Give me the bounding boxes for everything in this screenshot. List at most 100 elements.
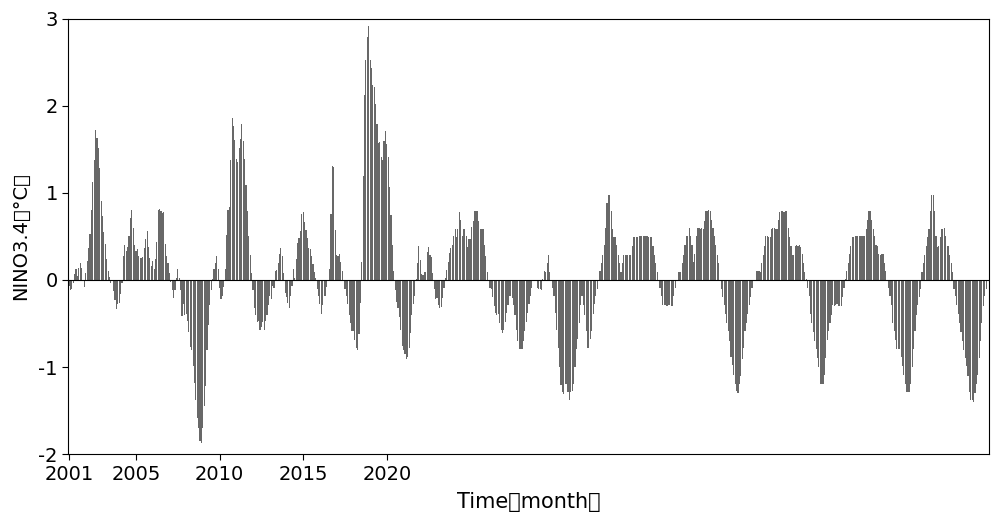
Bar [632,246,633,280]
Bar [673,280,674,297]
Bar [974,280,976,393]
Bar [834,280,835,306]
Bar [749,280,750,305]
Bar [547,264,548,280]
Bar [354,280,355,340]
Bar [797,246,799,280]
Bar [542,279,543,280]
Bar [467,247,468,280]
Bar [905,280,906,383]
Bar [866,229,867,280]
Bar [103,232,104,280]
Bar [778,220,779,280]
Bar [898,280,899,349]
Bar [92,183,93,280]
Bar [845,279,846,280]
Bar [388,157,389,280]
Bar [625,255,626,280]
Bar [466,235,467,280]
Bar [602,255,603,280]
Bar [418,246,419,280]
Bar [186,280,187,314]
Bar [520,280,521,349]
Bar [502,280,503,333]
Bar [233,126,234,280]
Bar [894,280,895,331]
Bar [448,262,449,280]
Bar [336,255,337,280]
Bar [449,253,450,280]
Bar [480,230,481,280]
Bar [786,211,787,280]
Bar [712,228,714,280]
Bar [181,280,183,316]
Bar [358,280,360,334]
Bar [591,280,592,331]
Bar [112,280,113,281]
Bar [788,228,789,280]
Bar [257,280,258,322]
Bar [95,130,96,280]
Bar [160,211,162,280]
Bar [616,245,617,280]
Bar [290,280,291,297]
Bar [789,237,790,280]
Bar [772,228,773,280]
Bar [704,221,705,280]
Bar [962,280,963,341]
Bar [230,160,231,280]
Bar [347,280,348,304]
Bar [959,280,960,324]
Bar [342,271,343,280]
Bar [917,280,918,305]
Bar [360,280,361,303]
Bar [693,262,694,280]
Bar [969,280,970,392]
Bar [963,280,964,349]
Bar [718,264,719,280]
Bar [615,237,616,280]
Bar [838,280,839,306]
Bar [119,280,120,303]
Bar [744,280,746,331]
Bar [477,211,478,280]
Bar [622,263,623,280]
Bar [487,272,488,280]
Bar [799,245,800,280]
Bar [722,280,723,298]
Bar [570,280,571,392]
Bar [134,245,135,280]
Bar [261,280,262,327]
Bar [761,264,762,280]
Bar [133,228,134,280]
Bar [427,252,428,280]
Bar [165,244,166,280]
Bar [291,280,293,286]
Bar [503,280,504,331]
Bar [201,280,202,443]
Bar [158,210,159,280]
Bar [202,280,203,428]
Bar [697,228,698,280]
Bar [183,280,184,304]
Bar [498,280,499,314]
Bar [736,280,737,391]
Bar [392,245,393,280]
Bar [179,278,180,280]
Bar [877,246,878,280]
Bar [952,272,953,280]
Bar [601,263,602,280]
Bar [648,237,649,280]
Bar [882,254,884,280]
Bar [804,272,805,280]
Bar [593,280,594,314]
Bar [771,229,772,280]
Bar [710,211,711,280]
Bar [562,280,563,392]
Bar [572,280,573,391]
Bar [892,280,893,324]
Bar [645,236,647,280]
Bar [367,37,368,280]
Bar [330,214,332,280]
Bar [499,280,500,324]
